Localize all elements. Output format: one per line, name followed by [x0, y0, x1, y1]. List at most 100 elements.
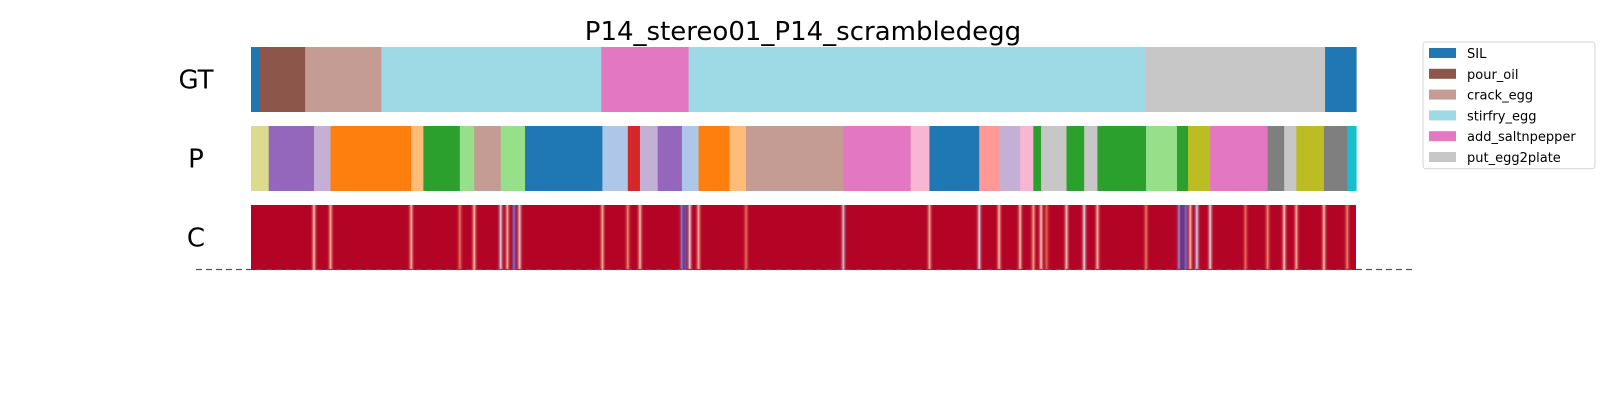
- confidence-dip: [1093, 205, 1102, 270]
- segment-bar: [627, 126, 641, 191]
- confidence-dip: [1029, 205, 1038, 270]
- segment-bar: [657, 126, 683, 191]
- segment-bar: [1347, 126, 1357, 191]
- segment-bar: [602, 126, 629, 191]
- confidence-dip: [503, 205, 512, 270]
- legend-frame: [1422, 41, 1596, 170]
- segment-bar: [929, 126, 980, 191]
- segment-bar: [330, 126, 412, 191]
- legend-label: pour_oil: [1467, 68, 1518, 83]
- legend-swatch: [1429, 68, 1456, 79]
- confidence-row: C: [187, 205, 1356, 270]
- segment-bar: [1188, 126, 1211, 191]
- segment-bar: [251, 126, 270, 191]
- confidence-dip: [598, 205, 607, 270]
- segment-bar: [268, 126, 315, 191]
- confidence-dip: [1192, 205, 1201, 270]
- segment-bar: [1146, 126, 1178, 191]
- confidence-dip: [496, 205, 505, 270]
- confidence-dip: [975, 205, 984, 270]
- segment-bar: [746, 126, 844, 191]
- confidence-dip: [685, 205, 694, 270]
- legend-swatch: [1429, 48, 1456, 58]
- segment-bar: [1084, 126, 1099, 191]
- segment-bar: [1284, 126, 1297, 191]
- segment-bar: [313, 126, 332, 191]
- segment-bar: [681, 126, 700, 191]
- segment-bar: [1066, 126, 1085, 191]
- legend-swatch: [1429, 89, 1456, 100]
- confidence-dip: [839, 205, 848, 270]
- confidence-dip: [1319, 205, 1328, 270]
- segment-bar: [423, 126, 461, 191]
- segment-bar: [1033, 126, 1042, 191]
- legend-swatch: [1429, 110, 1456, 121]
- segment-bar: [1210, 126, 1269, 191]
- segment-bar: [979, 126, 1000, 191]
- segment-bar: [305, 47, 382, 112]
- confidence-dip: [509, 205, 518, 270]
- segment-bar: [1020, 126, 1034, 191]
- segment-bar: [910, 126, 931, 191]
- confidence-dip: [1280, 205, 1289, 270]
- legend-label: stirfry_egg: [1467, 109, 1536, 124]
- confidence-dip: [694, 205, 703, 270]
- segment-bar: [411, 126, 424, 191]
- confidence-dip: [1263, 205, 1272, 270]
- legend-label: crack_egg: [1467, 89, 1533, 104]
- confidence-dip: [1080, 205, 1089, 270]
- segment-bar: [381, 47, 602, 112]
- segment-bar: [1097, 126, 1147, 191]
- segment-bar: [500, 126, 526, 191]
- confidence-dip: [925, 205, 934, 270]
- confidence-dip: [1241, 205, 1250, 270]
- segment-bar: [1041, 126, 1068, 191]
- segment-bar: [688, 47, 1146, 112]
- confidence-dip: [455, 205, 464, 270]
- confidence-dip: [1181, 205, 1190, 270]
- segment-bar: [1267, 126, 1285, 191]
- segment-bar: [729, 126, 747, 191]
- legend: SIL pour_oil crack_egg stirfry_egg add_saltn…: [1422, 41, 1596, 170]
- confidence-dip: [1343, 205, 1352, 270]
- confidence-dip: [623, 205, 632, 270]
- confidence-dip: [995, 205, 1004, 270]
- segmentation-rows: GT P: [178, 47, 1357, 191]
- segment-bar: [1296, 126, 1325, 191]
- legend-label: SIL: [1467, 47, 1487, 62]
- confidence-base: [251, 205, 1356, 270]
- confidence-dip: [470, 205, 479, 270]
- confidence-dip: [1186, 205, 1195, 270]
- segment-bar: [474, 126, 502, 191]
- row-label: GT: [178, 66, 213, 96]
- confidence-dip: [1062, 205, 1071, 270]
- legend-swatch: [1429, 152, 1456, 162]
- segment-bar: [459, 126, 475, 191]
- confidence-dip: [407, 205, 416, 270]
- legend-label: put_egg2plate: [1467, 151, 1561, 166]
- segment-bar: [1325, 47, 1357, 112]
- segment-bar: [639, 126, 659, 191]
- confidence-dip: [742, 205, 751, 270]
- confidence-dip: [681, 205, 690, 270]
- segment-bar: [1323, 126, 1348, 191]
- segment-bar: [999, 126, 1021, 191]
- segment-bar: [698, 126, 731, 191]
- confidence-dip: [1037, 205, 1046, 270]
- segment-bar: [601, 47, 690, 112]
- confidence-dip: [1292, 205, 1301, 270]
- legend-label: add_saltnpepper: [1467, 130, 1576, 145]
- row-label: P: [188, 145, 204, 175]
- confidence-dip: [635, 205, 644, 270]
- legend-swatch: [1429, 131, 1456, 142]
- confidence-dip: [1042, 205, 1051, 270]
- confidence-dip: [1206, 205, 1215, 270]
- segment-bar: [1144, 47, 1326, 112]
- row-label: C: [187, 224, 205, 254]
- confidence-dip: [515, 205, 524, 270]
- chart-title: P14_stereo01_P14_scrambledegg: [585, 17, 1021, 47]
- segment-bar: [525, 126, 603, 191]
- confidence-dip: [1142, 205, 1151, 270]
- confidence-dip: [326, 205, 335, 270]
